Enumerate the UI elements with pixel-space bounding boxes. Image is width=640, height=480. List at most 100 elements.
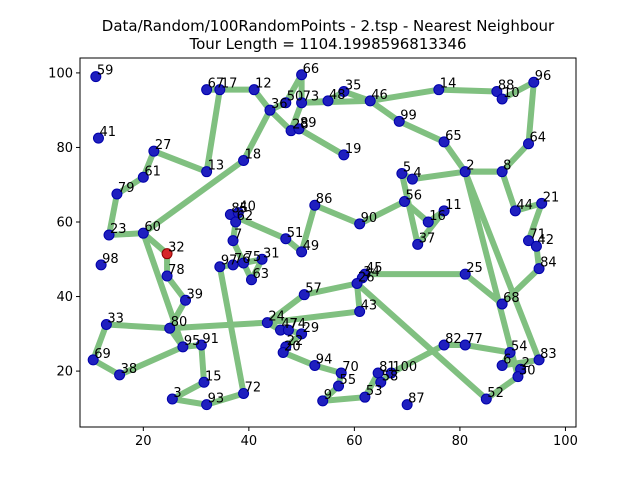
point-label: 87: [408, 392, 425, 407]
route-segment: [414, 207, 448, 248]
point-label: 22: [287, 334, 304, 349]
point-label: 24: [268, 310, 285, 325]
point-label: 7: [234, 228, 242, 243]
city-point: [438, 136, 450, 148]
point-label: 34: [363, 265, 380, 280]
point-label: 6: [503, 353, 511, 368]
city-point: [137, 227, 149, 239]
city-point: [496, 360, 508, 371]
route-segment: [396, 118, 448, 145]
route-segment: [367, 86, 442, 104]
city-point: [438, 205, 450, 217]
city-point: [238, 155, 250, 166]
city-point: [491, 86, 503, 98]
y-axis: 20 40 60 80 100: [48, 66, 80, 380]
point-label: 71: [530, 228, 547, 243]
city-point: [238, 387, 250, 399]
point-label: 20: [284, 339, 301, 354]
point-label: 39: [187, 287, 204, 302]
point-label: 97: [221, 254, 238, 269]
city-point: [245, 274, 257, 286]
route-segment: [90, 321, 110, 363]
city-point: [280, 97, 292, 109]
city-point: [354, 218, 366, 230]
point-label: 96: [535, 69, 552, 84]
city-point: [504, 346, 516, 358]
point-label: 21: [543, 190, 560, 205]
city-point: [335, 367, 347, 379]
point-label: 10: [503, 86, 520, 101]
city-point: [399, 196, 411, 207]
route-segment: [295, 125, 347, 158]
route-segment: [203, 86, 223, 175]
city-point: [438, 339, 450, 351]
point-label: 73: [303, 90, 320, 105]
route-segment: [240, 107, 273, 164]
point-label: 60: [144, 220, 161, 235]
route-segment: [301, 280, 361, 298]
city-point: [256, 253, 268, 265]
city-point: [161, 270, 173, 282]
city-point: [277, 346, 289, 358]
route-segment: [356, 198, 408, 227]
point-label: 47: [282, 317, 299, 332]
point-label: 72: [245, 380, 262, 395]
city-point: [137, 171, 149, 183]
x-tick-label: 100: [553, 434, 578, 449]
city-point: [496, 298, 508, 310]
x-axis: 20 40 60 80 100: [135, 427, 578, 449]
point-label: 54: [511, 339, 528, 354]
city-point: [433, 84, 445, 96]
point-label: 88: [498, 79, 515, 94]
point-label: 3: [173, 386, 181, 401]
route-segment: [203, 390, 247, 408]
point-label: 30: [519, 364, 536, 379]
city-point: [422, 216, 434, 228]
city-point: [523, 235, 535, 247]
point-label: 2: [466, 159, 474, 174]
city-point: [354, 305, 366, 317]
point-label: 86: [316, 192, 333, 207]
point-label: 25: [466, 261, 483, 276]
point-label: 59: [97, 64, 114, 79]
point-label: 38: [121, 362, 138, 377]
city-point: [298, 289, 310, 301]
city-point: [166, 393, 178, 405]
point-label: 15: [205, 369, 222, 384]
point-label: 57: [305, 282, 322, 297]
point-label: 32: [168, 241, 185, 256]
city-point: [214, 84, 226, 96]
route-segment: [499, 168, 519, 214]
city-point: [412, 238, 424, 250]
city-point: [406, 173, 418, 185]
point-label: 93: [208, 392, 225, 407]
city-point: [523, 138, 535, 150]
route-segment: [311, 202, 363, 227]
point-label: 43: [361, 298, 378, 313]
route-segment: [409, 168, 469, 183]
point-label: 81: [379, 360, 396, 375]
point-label: 19: [345, 142, 362, 157]
city-point: [393, 115, 405, 127]
city-point: [401, 399, 413, 411]
point-label: 58: [382, 369, 399, 384]
point-label: 31: [263, 246, 280, 261]
city-point: [92, 132, 104, 144]
city-point: [264, 104, 276, 116]
city-point: [496, 166, 508, 178]
city-point: [103, 229, 115, 241]
plot-frame: [79, 57, 577, 428]
city-point: [293, 123, 305, 135]
point-label: 100: [392, 360, 417, 375]
city-point: [230, 216, 242, 228]
city-point: [90, 71, 102, 83]
city-point: [180, 294, 192, 306]
point-label: 33: [107, 312, 124, 327]
x-tick-label: 40: [241, 434, 258, 449]
points-layer: [87, 69, 548, 411]
route-segment: [264, 291, 308, 326]
point-label: 61: [144, 164, 161, 179]
route-segment: [140, 230, 186, 350]
point-label: 63: [252, 267, 269, 282]
chart-title: Data/Random/100RandomPoints - 2.tsp - Ne…: [102, 17, 555, 35]
